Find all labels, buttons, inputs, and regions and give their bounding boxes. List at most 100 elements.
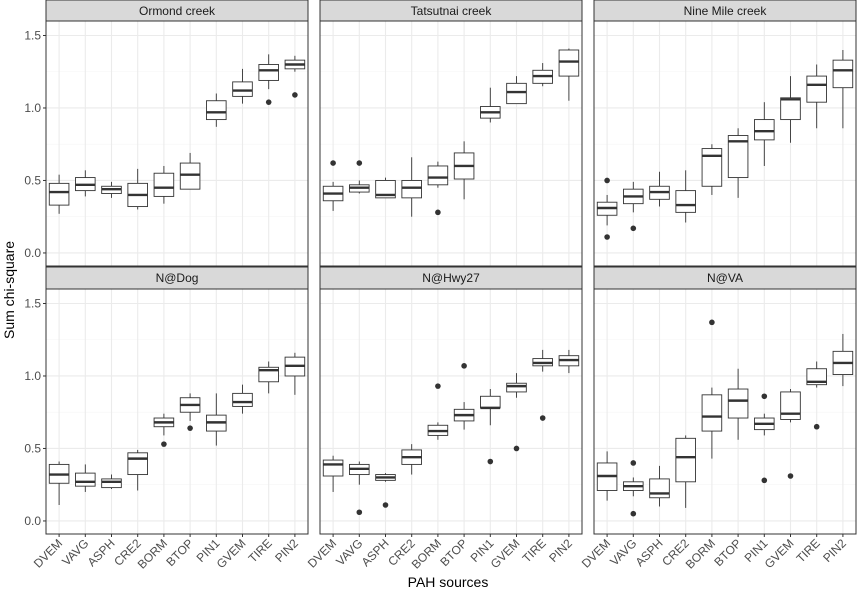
box-iqr <box>153 172 175 197</box>
x-tick-label: BORM <box>683 536 718 571</box>
box-iqr <box>179 162 201 190</box>
outlier-point <box>356 509 363 516</box>
box-cre2 <box>401 157 422 217</box>
box-cre2 <box>675 170 696 223</box>
box-iqr <box>322 459 344 477</box>
outlier-point <box>356 160 363 166</box>
box-vavg <box>623 181 644 232</box>
outlier-point <box>709 319 715 326</box>
box-gvem <box>506 373 527 452</box>
box-iqr <box>780 391 801 420</box>
facet-panel: Tatsutnai creek <box>319 0 583 267</box>
box-pin1 <box>480 87 501 123</box>
panel-border <box>45 288 309 535</box>
box-borm <box>701 319 723 459</box>
x-tick-label: VAVG <box>59 536 91 568</box>
facet-panel: N@Dog0.00.51.01.5DVEMVAVGASPHCRE2BORMBTO… <box>24 266 309 572</box>
box-pin2 <box>284 55 306 98</box>
box-borm <box>701 144 723 195</box>
facet-panel: N@VADVEMVAVGASPHCRE2BORMBTOPPIN1GVEMTIRE… <box>579 266 857 572</box>
box-btop <box>453 363 475 430</box>
box-iqr <box>101 478 122 489</box>
box-pin1 <box>206 93 227 127</box>
x-tick-label: PIN2 <box>546 536 575 565</box>
facet-panel: Nine Mile creek <box>593 0 857 267</box>
box-iqr <box>701 148 723 187</box>
box-iqr <box>258 64 279 81</box>
box-tire <box>532 349 553 421</box>
box-gvem <box>780 389 801 479</box>
box-pin2 <box>558 48 580 101</box>
panel-background <box>46 21 308 266</box>
x-tick-label: GVEM <box>762 536 797 571</box>
box-iqr <box>558 49 580 77</box>
x-tick-label: ASPH <box>633 536 666 569</box>
box-iqr <box>480 395 501 409</box>
box-iqr <box>506 382 527 393</box>
facet-panel: Ormond creek 0.0 0.5 1.0 1.5 <box>24 0 309 267</box>
box-pin2 <box>832 333 854 387</box>
x-tick-label: TIRE <box>246 536 275 565</box>
box-dvem <box>48 461 70 506</box>
x-tick-label: DVEM <box>579 536 613 570</box>
y-tick-label: 0.0 <box>24 246 41 260</box>
box-asph <box>375 177 396 199</box>
box-iqr <box>427 165 449 186</box>
box-btop <box>727 128 749 198</box>
box-iqr <box>375 180 396 199</box>
x-axis-title: PAH sources <box>408 574 489 590</box>
box-iqr <box>232 81 253 97</box>
outlier-point <box>630 460 637 466</box>
y-tick-label: 1.5 <box>24 296 41 310</box>
box-dvem <box>322 160 344 211</box>
box-pin1 <box>480 389 501 465</box>
outlier-point <box>604 177 610 184</box>
box-gvem <box>232 68 253 104</box>
box-cre2 <box>127 168 148 210</box>
box-dvem <box>596 451 618 501</box>
panel-border <box>593 288 857 535</box>
y-tick-label: 0.5 <box>24 173 41 187</box>
box-dvem <box>596 177 618 240</box>
outlier-point <box>539 415 546 421</box>
outlier-point <box>630 225 637 232</box>
box-tire <box>806 64 827 129</box>
x-tick-label: PIN2 <box>272 536 301 565</box>
outlier-point <box>292 92 298 98</box>
box-borm <box>153 165 175 204</box>
outlier-point <box>787 473 794 479</box>
panel-border <box>319 288 583 535</box>
box-vavg <box>349 461 370 516</box>
box-btop <box>727 368 749 440</box>
box-iqr <box>127 452 148 476</box>
box-tire <box>258 54 279 105</box>
outlier-point <box>761 477 768 484</box>
box-iqr <box>727 135 749 179</box>
outlier-point <box>513 445 520 452</box>
box-vavg <box>349 160 370 194</box>
outlier-point <box>761 393 768 400</box>
outlier-point <box>461 363 467 369</box>
panel-border <box>593 20 857 267</box>
box-tire <box>532 63 553 87</box>
box-borm <box>153 413 175 447</box>
strip-title: N@VA <box>707 271 743 285</box>
strip-title: N@Dog <box>156 271 199 285</box>
x-tick-label: PIN2 <box>820 536 849 565</box>
x-tick-label: VAVG <box>333 536 365 568</box>
x-tick-label: DVEM <box>31 536 65 570</box>
panel-border <box>319 20 583 267</box>
box-iqr <box>48 182 70 206</box>
x-tick-label: VAVG <box>607 536 639 568</box>
panel-border <box>45 20 309 267</box>
box-borm <box>427 161 449 216</box>
box-vavg <box>75 464 96 492</box>
box-dvem <box>322 455 344 492</box>
panel-background <box>320 21 582 266</box>
box-gvem <box>506 76 527 105</box>
box-asph <box>375 473 396 508</box>
y-tick-label: 1.0 <box>24 101 41 115</box>
box-iqr <box>675 190 696 213</box>
box-borm <box>427 383 449 440</box>
